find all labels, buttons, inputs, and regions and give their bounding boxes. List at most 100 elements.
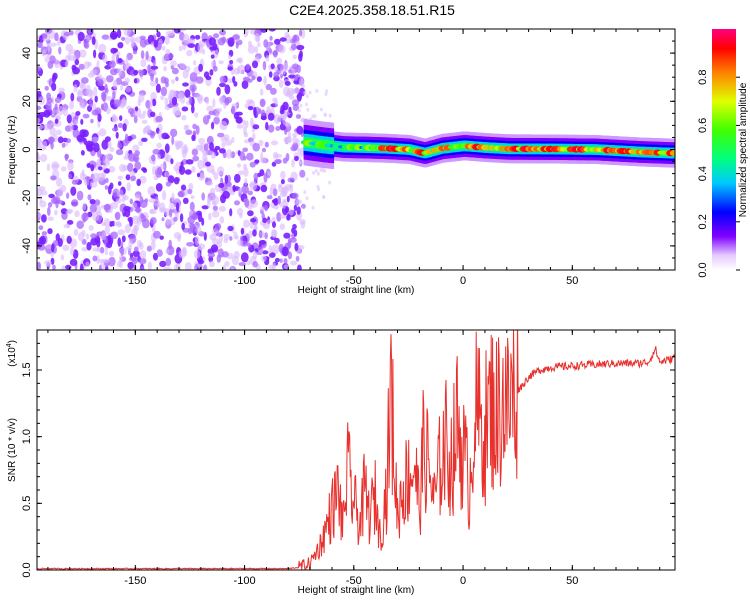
heatmap-cell bbox=[109, 147, 115, 152]
heatmap-cell bbox=[119, 254, 123, 264]
heatmap-cell bbox=[188, 182, 194, 191]
heatmap-cell bbox=[213, 33, 220, 39]
heatmap-cell bbox=[130, 175, 136, 182]
heatmap-cell bbox=[47, 42, 51, 53]
heatmap-cell bbox=[97, 113, 102, 122]
heatmap-cell bbox=[227, 66, 233, 71]
heatmap-cell bbox=[85, 233, 90, 240]
heatmap-cell bbox=[44, 85, 49, 91]
heatmap-cell bbox=[281, 68, 286, 75]
heatmap-cell bbox=[219, 216, 225, 224]
heatmap-cell bbox=[187, 216, 195, 224]
heatmap-cell bbox=[195, 125, 200, 135]
heatmap-cell bbox=[286, 195, 290, 203]
heatmap-cell bbox=[100, 103, 105, 111]
heatmap-cell bbox=[284, 34, 292, 44]
heatmap-cell bbox=[271, 262, 277, 270]
heatmap-cell bbox=[104, 250, 109, 256]
heatmap-cell bbox=[244, 177, 248, 186]
heatmap-cell bbox=[66, 235, 72, 244]
heatmap-cell bbox=[81, 102, 86, 110]
heatmap-cell bbox=[88, 97, 93, 108]
heatmap-cell bbox=[299, 169, 306, 178]
heatmap-cell bbox=[282, 116, 286, 126]
heatmap-cell bbox=[115, 149, 124, 156]
heatmap-cell bbox=[94, 95, 98, 103]
heatmap-cell bbox=[194, 112, 199, 118]
heatmap-cell bbox=[294, 75, 299, 82]
heatmap-cell bbox=[279, 214, 287, 219]
heatmap-cell bbox=[80, 118, 84, 125]
heatmap-cell bbox=[83, 38, 88, 49]
heatmap-cell bbox=[87, 145, 94, 152]
heatmap-cell bbox=[80, 150, 85, 156]
heatmap-cell bbox=[136, 216, 142, 226]
x-tick-label: -100 bbox=[234, 275, 256, 287]
heatmap-cell bbox=[223, 238, 229, 244]
heatmap-cell bbox=[245, 120, 249, 128]
heatmap-cell bbox=[195, 225, 202, 235]
heatmap-cell bbox=[179, 62, 186, 69]
heatmap-cell bbox=[258, 249, 264, 254]
heatmap-cell bbox=[159, 235, 164, 240]
heatmap-cell bbox=[240, 252, 249, 263]
heatmap-cell bbox=[316, 171, 320, 176]
heatmap-cell bbox=[142, 168, 148, 173]
heatmap-cell bbox=[260, 206, 265, 212]
heatmap-cell bbox=[48, 29, 55, 40]
heatmap-cell bbox=[115, 221, 122, 226]
heatmap-cell bbox=[298, 53, 303, 62]
heatmap-cell bbox=[315, 88, 319, 93]
heatmap-cell bbox=[133, 246, 139, 252]
heatmap-cell bbox=[173, 208, 178, 216]
heatmap-cell bbox=[63, 107, 68, 117]
heatmap-cell bbox=[191, 148, 199, 156]
heatmap-cell bbox=[191, 166, 196, 173]
heatmap-cell bbox=[120, 241, 124, 248]
heatmap-cell bbox=[150, 72, 155, 82]
heatmap-cell bbox=[156, 31, 161, 38]
heatmap-cell bbox=[66, 138, 71, 144]
colorbar-tick-label: 0.6 bbox=[697, 118, 709, 133]
heatmap-cell bbox=[65, 264, 72, 270]
heatmap-cell bbox=[226, 149, 233, 159]
heatmap-cell bbox=[242, 119, 246, 126]
heatmap-cell bbox=[243, 132, 249, 138]
heatmap-cell bbox=[224, 261, 230, 267]
heatmap-cell bbox=[262, 217, 268, 224]
heatmap-cell bbox=[139, 38, 148, 48]
heatmap-cell bbox=[168, 208, 173, 218]
heatmap-cell bbox=[82, 202, 87, 211]
heatmap-cell bbox=[121, 96, 127, 106]
heatmap-cell bbox=[111, 127, 119, 132]
heatmap-cell bbox=[52, 74, 56, 83]
heatmap-cell bbox=[288, 208, 294, 216]
heatmap-cell bbox=[125, 86, 132, 93]
heatmap-cell bbox=[103, 204, 111, 211]
heatmap-cell bbox=[312, 170, 316, 175]
heatmap-cell bbox=[242, 147, 249, 153]
heatmap-cell bbox=[181, 115, 187, 121]
heatmap-cell bbox=[175, 76, 179, 82]
heatmap-cell bbox=[65, 43, 73, 52]
heatmap-cell bbox=[98, 264, 102, 270]
heatmap-cell bbox=[60, 254, 64, 261]
heatmap-cell bbox=[278, 79, 284, 88]
heatmap-cell bbox=[170, 158, 174, 165]
heatmap-cell bbox=[207, 198, 211, 209]
heatmap-cell bbox=[173, 264, 179, 270]
heatmap-cell bbox=[168, 239, 172, 250]
heatmap-cell bbox=[210, 244, 219, 253]
heatmap-cell bbox=[133, 78, 138, 84]
heatmap-cell bbox=[37, 66, 42, 72]
snr-plot-area bbox=[37, 330, 675, 570]
heatmap-cell bbox=[314, 168, 318, 173]
heatmap-cell bbox=[238, 64, 246, 75]
heatmap-cell bbox=[85, 89, 93, 97]
heatmap-cell bbox=[98, 128, 107, 137]
heatmap-cell bbox=[188, 210, 194, 215]
heatmap-cell bbox=[53, 196, 61, 204]
heatmap-cell bbox=[49, 55, 56, 64]
heatmap-cell bbox=[260, 115, 267, 121]
heatmap-cell bbox=[154, 205, 158, 210]
